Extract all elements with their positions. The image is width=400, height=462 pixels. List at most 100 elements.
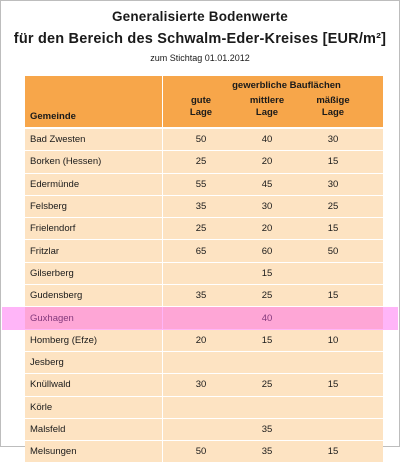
header-text: gute (190, 95, 212, 106)
mittlere-lage-cell: 35 (261, 446, 273, 458)
maessige-lage-cell: 15 (327, 156, 339, 168)
column-divider (162, 240, 163, 262)
table-body: Bad Zwesten 50 40 30 Borken (Hessen) 25 20 15 Ed… (25, 128, 383, 462)
table-row: Fritzlar 65 60 50 (25, 239, 383, 262)
column-divider (162, 195, 163, 218)
gemeinde-cell: Bad Zwesten (30, 134, 86, 146)
table-row: Gudensberg 35 25 15 (25, 284, 383, 307)
column-header-mittlere-lage: mittlere Lage (236, 95, 298, 118)
mittlere-lage-cell: 40 (261, 134, 273, 146)
gemeinde-cell: Frielendorf (30, 223, 76, 235)
column-divider (162, 285, 163, 307)
table-row: Homberg (Efze) 20 15 10 (25, 328, 383, 351)
table-row: Frielendorf 25 20 15 (25, 217, 383, 240)
gemeinde-cell: Homberg (Efze) (30, 334, 98, 346)
group-header-gewerbliche: gewerbliche Bauflächen (232, 80, 341, 91)
land-value-table: Gemeinde gewerbliche Bauflächen gute Lag… (25, 76, 383, 462)
maessige-lage-cell: 15 (327, 223, 339, 235)
gute-lage-cell: 20 (195, 334, 207, 346)
column-divider (162, 351, 163, 374)
maessige-lage-cell: 10 (327, 334, 339, 346)
header-text: Lage (189, 106, 213, 118)
gemeinde-cell: Jesberg (30, 357, 64, 369)
maessige-lage-cell: 15 (327, 290, 339, 302)
column-divider (162, 374, 163, 396)
table-row: Melsungen 50 35 15 (25, 440, 383, 462)
gute-lage-cell: 65 (195, 245, 207, 257)
column-divider (162, 262, 163, 285)
maessige-lage-cell: 30 (327, 134, 339, 146)
maessige-lage-cell: 30 (327, 178, 339, 190)
table-row: Guxhagen 40 (25, 306, 383, 329)
gute-lage-cell (170, 397, 232, 418)
gemeinde-cell: Fritzlar (30, 245, 60, 257)
gemeinde-cell: Gudensberg (30, 290, 83, 302)
maessige-lage-cell: 25 (327, 201, 339, 213)
maessige-lage-cell (302, 419, 364, 440)
table-row: Edermünde 55 45 30 (25, 172, 383, 195)
mittlere-lage-cell: 35 (261, 424, 273, 435)
column-divider (162, 441, 163, 462)
mittlere-lage-cell: 15 (261, 267, 273, 279)
gute-lage-cell (170, 419, 232, 440)
table-row: Bad Zwesten 50 40 30 (25, 128, 383, 151)
mittlere-lage-cell (236, 352, 298, 373)
row-highlight (2, 307, 398, 330)
column-divider (162, 76, 163, 127)
gemeinde-cell: Borken (Hessen) (30, 156, 102, 168)
column-divider (162, 173, 163, 195)
mittlere-lage-cell: 40 (261, 312, 273, 324)
gute-lage-cell: 55 (195, 178, 207, 190)
column-divider (162, 396, 163, 418)
table-row: Jesberg (25, 350, 383, 374)
column-header-gemeinde: Gemeinde (30, 111, 76, 122)
column-divider (162, 329, 163, 351)
gemeinde-cell: Edermünde (30, 178, 80, 190)
column-divider (162, 129, 163, 151)
gemeinde-cell: Malsfeld (30, 424, 66, 435)
gemeinde-cell: Guxhagen (30, 312, 74, 324)
table-row: Knüllwald 30 25 15 (25, 373, 383, 396)
gemeinde-cell: Knüllwald (30, 379, 71, 391)
header-text: Lage (321, 106, 345, 118)
maessige-lage-cell: 15 (327, 446, 339, 458)
column-divider (162, 218, 163, 240)
page-title: Generalisierte Bodenwerte (111, 9, 289, 24)
gemeinde-cell: Felsberg (30, 201, 67, 213)
column-divider (162, 418, 163, 441)
table-row: Borken (Hessen) 25 20 15 (25, 150, 383, 173)
mittlere-lage-cell: 60 (261, 245, 273, 257)
table-row: Malsfeld 35 (25, 417, 383, 441)
gemeinde-cell: Körle (30, 401, 53, 413)
column-header-gute-lage: gute Lage (170, 95, 232, 118)
header-text: mittlere (249, 95, 285, 106)
gute-lage-cell: 25 (195, 223, 207, 235)
mittlere-lage-cell: 20 (261, 223, 273, 235)
column-header-maessige-lage: mäßige Lage (302, 95, 364, 118)
gemeinde-cell: Gilserberg (30, 267, 74, 279)
maessige-lage-cell (302, 352, 364, 373)
page-title-line-2: für den Bereich des Schwalm-Eder-Kreises… (13, 31, 387, 47)
gute-lage-cell (170, 352, 232, 373)
gemeinde-cell: Melsungen (30, 446, 77, 458)
table-row: Felsberg 35 30 25 (25, 194, 383, 218)
header-text: Lage (255, 106, 279, 118)
table-header: Gemeinde gewerbliche Bauflächen gute Lag… (25, 76, 383, 128)
maessige-lage-cell: 15 (327, 379, 339, 391)
maessige-lage-cell: 50 (327, 245, 339, 257)
gute-lage-cell (170, 263, 232, 284)
column-divider (162, 307, 163, 329)
gute-lage-cell: 35 (195, 201, 207, 213)
mittlere-lage-cell: 45 (261, 178, 273, 190)
gute-lage-cell: 30 (195, 379, 207, 391)
gute-lage-cell: 50 (195, 134, 207, 146)
gute-lage-cell: 25 (195, 156, 207, 168)
reference-date: zum Stichtag 01.01.2012 (150, 53, 250, 63)
gute-lage-cell: 35 (195, 290, 207, 302)
mittlere-lage-cell (236, 397, 298, 418)
maessige-lage-cell (302, 263, 364, 284)
table-row: Gilserberg 15 (25, 261, 383, 285)
header-text: mäßige (316, 95, 350, 106)
gute-lage-cell: 50 (195, 446, 207, 458)
table-row: Körle (25, 395, 383, 418)
